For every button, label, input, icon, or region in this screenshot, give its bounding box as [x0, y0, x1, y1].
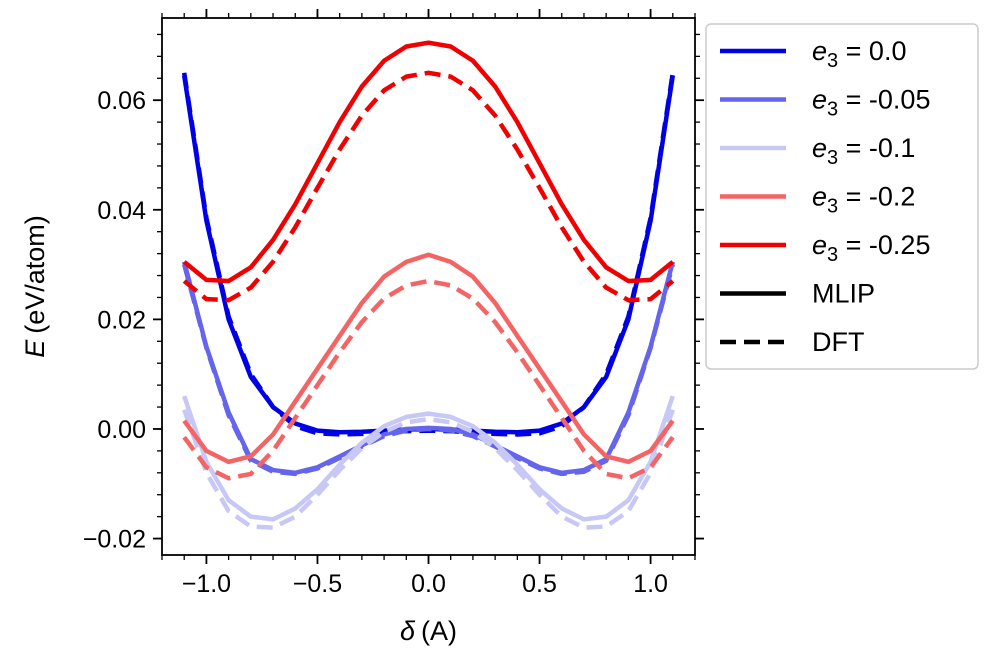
x-tick-label: −0.5: [293, 570, 342, 598]
legend: e3 = 0.0 e3 = -0.05 e3 = -0.1 e3 = -0.2 e3 =…: [705, 23, 979, 370]
y-tick-label: 0.02: [97, 306, 146, 334]
legend-label: e3 = -0.2: [812, 182, 915, 218]
y-axis-unit: (eV/atom): [20, 215, 50, 334]
y-tick-label: 0.06: [97, 87, 146, 115]
legend-box: [705, 23, 979, 370]
legend-label: e3 = -0.1: [812, 133, 915, 169]
series-line-8-mlip: [182, 40, 675, 284]
series-line-3-dft: [182, 264, 675, 477]
y-tick-label: −0.02: [83, 526, 146, 554]
x-axis-symbol: δ: [400, 616, 416, 646]
y-axis-label: E (eV/atom): [20, 215, 50, 358]
x-tick-label: 0.0: [411, 570, 446, 598]
x-axis-unit: (A): [421, 616, 457, 646]
legend-label: e3 = -0.05: [812, 85, 930, 121]
legend-label: e3 = 0.0: [812, 36, 906, 72]
y-axis-symbol: E: [20, 339, 50, 358]
series-line-9-dft: [182, 70, 675, 303]
y-axis: −0.02 0.00 0.02 0.04 0.06: [83, 33, 704, 554]
legend-label: e3 = -0.25: [812, 230, 930, 266]
series-line-5-dft: [182, 409, 675, 530]
x-axis: −1.0 −0.5 0.0 0.5 1.0: [161, 9, 696, 598]
x-tick-label: 1.0: [633, 570, 668, 598]
series-line-2-mlip: [182, 261, 675, 476]
plot-lines: [181, 40, 676, 530]
y-tick-label: 0.00: [97, 416, 146, 444]
x-tick-label: 0.5: [522, 570, 557, 598]
series-line-4-mlip: [182, 395, 675, 522]
legend-label: MLIP: [812, 279, 875, 309]
x-tick-label: −1.0: [182, 570, 231, 598]
series-line-7-dft: [182, 278, 675, 481]
series-line-6-mlip: [182, 252, 675, 465]
legend-label: DFT: [812, 327, 864, 357]
y-tick-label: 0.04: [97, 197, 146, 225]
x-axis-label: δ (A): [400, 616, 457, 646]
